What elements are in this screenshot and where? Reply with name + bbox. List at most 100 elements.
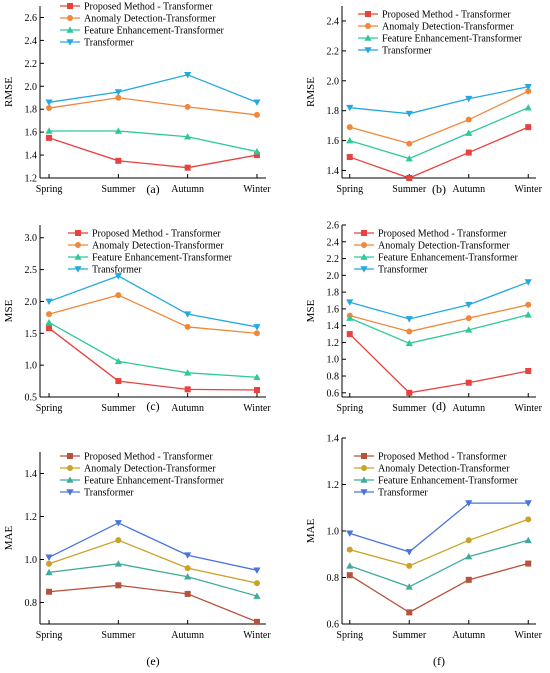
data-point [114,127,122,134]
data-point [346,124,353,131]
legend-marker [67,15,73,21]
panel-label: (a) [146,182,159,196]
y-tick-label: 0.8 [327,372,340,383]
legend-marker [364,34,372,41]
y-tick-label: 2.6 [25,13,38,24]
y-tick-label: 1.8 [327,288,340,299]
legend-label: Transformer [84,488,134,499]
y-tick-label: 0.5 [25,393,38,404]
series-line-3 [49,130,258,153]
y-tick-label: 1.2 [327,338,340,349]
data-point [115,94,122,101]
legend-marker [360,253,368,260]
x-tick-label: Winter [243,184,271,195]
data-point [405,154,413,162]
data-point [115,292,122,299]
data-point [45,318,53,326]
data-point [346,314,354,321]
data-point [346,572,353,579]
legend-label: Feature Enhancement-Transformer [382,34,523,45]
data-point [465,315,472,322]
data-point [524,83,532,91]
data-point [184,164,191,171]
data-point [465,301,473,309]
x-tick-label: Autumn [171,630,204,641]
legend-label: Feature Enhancement-Transformer [84,26,225,37]
data-point [524,536,532,544]
series-line-1 [48,584,258,623]
data-point [45,568,53,576]
data-point [46,560,53,567]
x-tick-label: Winter [243,630,271,641]
data-point [115,537,122,544]
data-point [524,311,532,318]
x-tick-label: Winter [515,403,543,414]
y-tick-label: 1.4 [327,434,340,445]
series-line-4 [48,275,258,328]
data-point [253,373,261,381]
legend-marker [361,242,367,248]
data-point [406,328,413,335]
data-point [525,516,532,523]
series-line-3 [349,314,529,344]
y-tick-label: 1.4 [327,166,340,177]
y-tick-label: 1.6 [25,128,38,139]
data-point [405,583,413,590]
legend-marker [74,266,82,273]
series-line-3 [48,563,258,597]
data-point [115,378,122,385]
y-axis-label: MAE [305,519,317,544]
data-point [253,148,261,155]
data-point [253,567,261,574]
x-tick-label: Winter [515,630,543,641]
legend-label: Anomaly Detection-Transformer [92,241,224,252]
data-point [184,311,192,318]
y-tick-label: 2.2 [25,59,38,70]
data-point [465,500,473,507]
data-point [46,325,53,332]
legend-marker [365,23,371,29]
data-point [346,154,353,161]
legend-label: Transformer [92,265,142,276]
panel-label: (e) [146,654,159,668]
panel-label: (b) [432,182,446,196]
series-line-3 [48,321,258,378]
data-point [184,565,191,572]
data-point [525,560,532,567]
legend-marker [361,453,367,459]
y-tick-label: 2.0 [327,76,340,87]
y-tick-label: 2.0 [25,82,38,93]
y-tick-label: 2.4 [327,237,340,248]
data-point [465,95,473,103]
series-line-2 [349,304,529,333]
series-line-3 [349,107,529,160]
data-point [114,89,122,96]
data-point [184,103,191,110]
data-point [45,99,53,106]
panel-label: (c) [146,399,159,413]
y-tick-label: 2.0 [327,271,340,282]
data-point [525,88,532,95]
legend-label: Anomaly Detection-Transformer [378,464,510,475]
y-tick-label: 1.8 [327,106,340,117]
series-line-4 [48,74,258,103]
data-point [346,331,353,338]
data-point [114,520,122,527]
y-tick-label: 2.6 [327,221,340,232]
series-line-2 [48,97,258,116]
data-point [465,149,472,156]
legend-marker [75,230,81,236]
legend-label: Feature Enhancement-Transformer [84,476,225,487]
data-point [184,573,192,580]
y-tick-label: 1.4 [25,151,38,162]
x-tick-label: Summer [392,403,427,414]
y-tick-label: 1.2 [327,480,340,491]
data-point [406,562,413,569]
legend-marker [66,39,74,46]
